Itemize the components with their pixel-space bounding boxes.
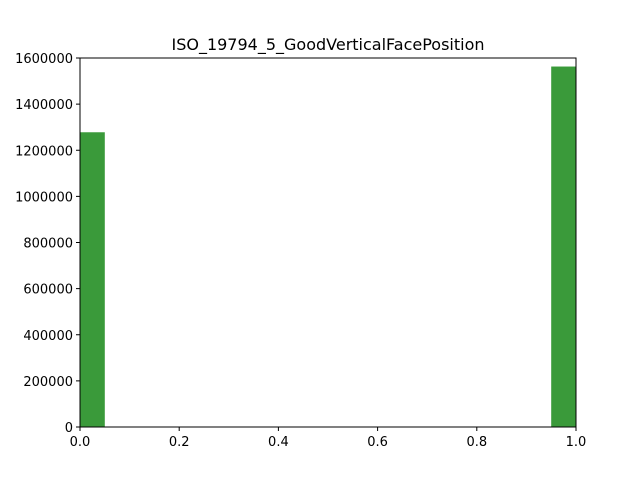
x-axis: 0.0 0.2 0.4 0.6 0.8 1.0: [70, 427, 587, 450]
y-tick-label: 1200000: [15, 144, 73, 159]
y-tick-label: 1400000: [15, 98, 73, 113]
plot-frame: [79, 57, 577, 428]
y-tick-label: 1600000: [15, 52, 73, 67]
y-axis: 0 200000 400000 600000 800000 1000000 1200000 1…: [15, 52, 80, 436]
x-tick-label: 0.4: [268, 435, 289, 450]
y-tick-label: 0: [65, 421, 73, 436]
y-tick-label: 600000: [23, 283, 73, 298]
x-tick-label: 1.0: [566, 435, 587, 450]
y-tick-label: 800000: [23, 237, 73, 252]
chart-title: ISO_19794_5_GoodVerticalFacePosition: [171, 35, 484, 55]
bars-group: [80, 66, 576, 428]
y-tick-label: 1000000: [15, 190, 73, 205]
x-tick-label: 0.2: [169, 435, 190, 450]
y-tick-label: 400000: [23, 329, 73, 344]
x-tick-label: 0.0: [70, 435, 91, 450]
histogram-bar-0: [80, 132, 105, 428]
y-tick-label: 200000: [23, 375, 73, 390]
histogram-bar-1: [551, 66, 576, 427]
x-tick-label: 0.8: [466, 435, 487, 450]
x-tick-label: 0.6: [367, 435, 388, 450]
